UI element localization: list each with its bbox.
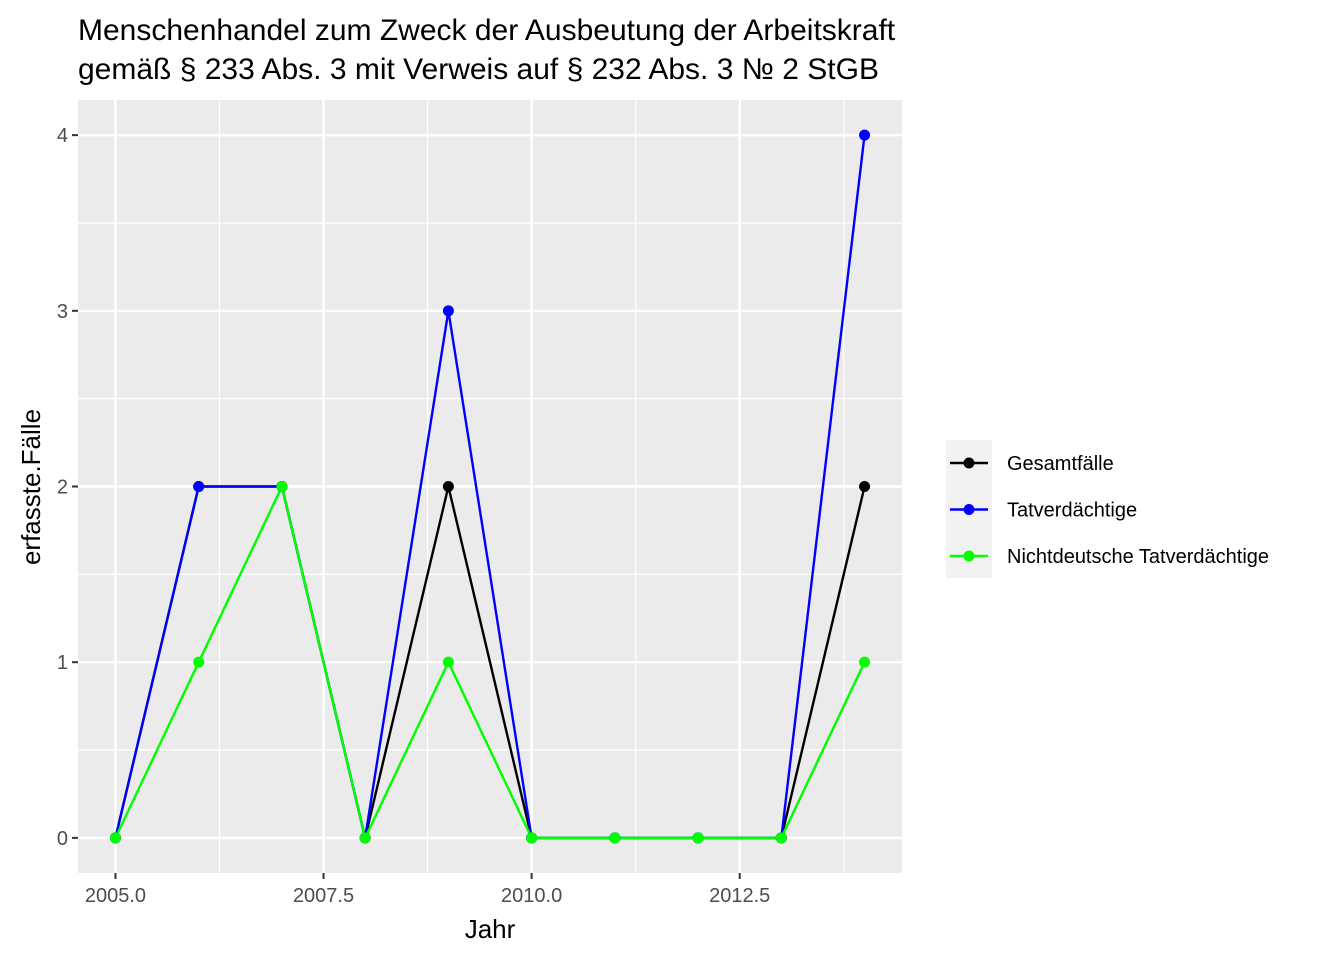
x-axis-title: Jahr — [465, 914, 516, 944]
legend-label: Tatverdächtige — [1007, 500, 1137, 522]
x-tick-label: 2010.0 — [501, 885, 562, 907]
series-layer — [109, 129, 871, 844]
chart-title-line-2: gemäß § 233 Abs. 3 mit Verweis auf § 232… — [78, 53, 879, 86]
series-point-2 — [609, 832, 621, 844]
series-point-2 — [526, 832, 538, 844]
y-tick-label: 4 — [57, 125, 68, 147]
series-point-2 — [775, 832, 787, 844]
series-point-2 — [859, 656, 871, 668]
series-point-2 — [276, 481, 288, 492]
y-tick-label: 3 — [57, 301, 68, 323]
x-axis: 2005.0 2007.5 2010.0 2012.5 — [85, 873, 770, 907]
series-point-0 — [859, 481, 871, 492]
series-line-2 — [114, 485, 866, 840]
y-axis-title: erfasste.Fälle — [16, 409, 46, 565]
legend-key-point — [963, 504, 975, 515]
chart-title-line-1: Menschenhandel zum Zweck der Ausbeutung … — [78, 14, 896, 47]
legend-key-point — [963, 457, 975, 469]
series-point-2 — [109, 832, 121, 844]
series-point-1 — [442, 305, 454, 317]
series-point-1 — [193, 481, 205, 492]
series-point-2 — [692, 832, 704, 844]
legend-label: Gesamtfälle — [1007, 453, 1114, 475]
x-tick-label: 2012.5 — [709, 885, 770, 907]
y-tick-label: 0 — [57, 828, 68, 850]
legend: Gesamtfälle Tatverdächtige Nichtdeutsche T… — [946, 440, 1269, 578]
series-point-2 — [359, 832, 371, 844]
series-point-0 — [442, 481, 454, 492]
series-point-2 — [442, 656, 454, 668]
y-tick-label: 2 — [57, 477, 68, 499]
x-tick-label: 2005.0 — [85, 885, 146, 907]
series-point-2 — [193, 656, 205, 668]
legend-label: Nichtdeutsche Tatverdächtige — [1007, 546, 1269, 568]
legend-key-point — [963, 550, 975, 562]
y-axis: 0 1 2 3 4 — [57, 125, 78, 850]
y-tick-label: 1 — [57, 652, 68, 674]
x-tick-label: 2007.5 — [293, 885, 354, 907]
series-point-1 — [859, 129, 871, 141]
